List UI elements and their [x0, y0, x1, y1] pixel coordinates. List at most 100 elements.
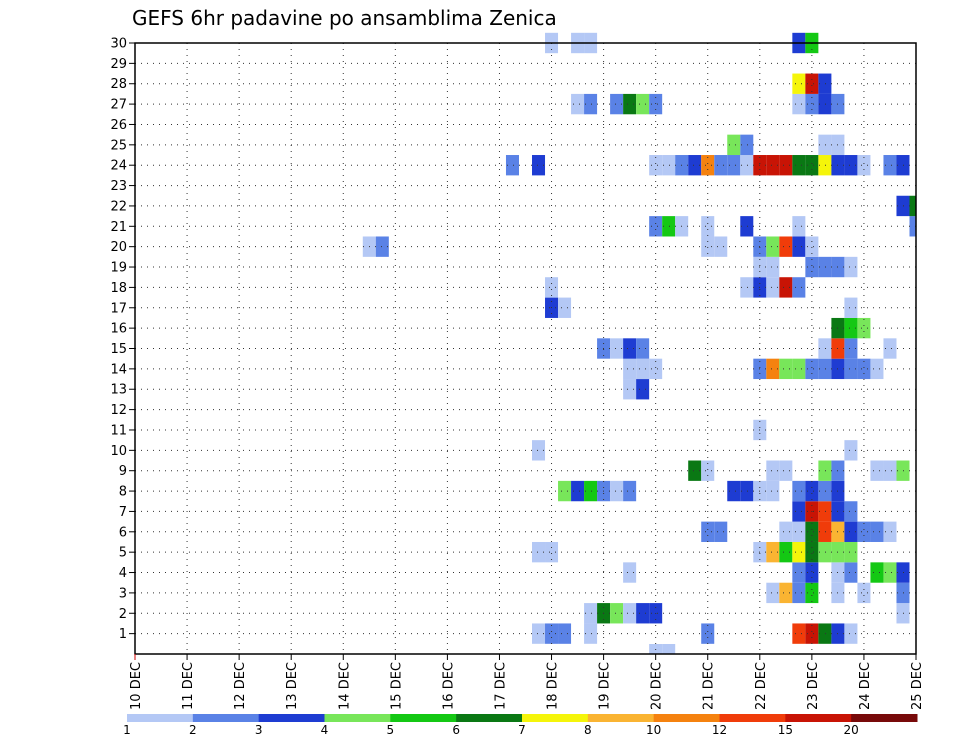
x-tick-label: 25 DEC — [910, 662, 925, 710]
y-tick-label: 1 — [119, 627, 127, 642]
x-tick-label: 18 DEC — [546, 662, 561, 710]
heatmap-cell — [688, 460, 702, 481]
y-tick-label: 16 — [110, 322, 127, 337]
y-tick-label: 14 — [110, 362, 127, 377]
heatmap-cell — [740, 480, 754, 502]
heatmap-cell — [818, 501, 832, 522]
colorbar-segment — [192, 714, 260, 722]
heatmap-cell — [532, 623, 546, 644]
heatmap-cell — [883, 562, 897, 583]
heatmap-cell — [844, 317, 858, 339]
heatmap-cell — [870, 562, 884, 583]
heatmap-cell — [818, 460, 832, 481]
colorbar-label: 5 — [387, 723, 395, 737]
heatmap-cell — [805, 582, 819, 604]
heatmap-cell — [883, 521, 897, 542]
y-tick-label: 29 — [110, 57, 127, 72]
y-tick-label: 2 — [119, 607, 127, 622]
heatmap-cell — [805, 480, 819, 502]
heatmap-cell — [779, 236, 793, 257]
y-tick-label: 18 — [110, 281, 127, 296]
heatmap-cell — [844, 358, 858, 380]
y-tick-label: 21 — [110, 220, 127, 235]
heatmap-cell — [701, 623, 715, 644]
heatmap-cell — [558, 623, 572, 644]
heatmap-cell — [805, 236, 819, 257]
heatmap-cell — [623, 379, 637, 400]
heatmap-cell — [545, 623, 559, 644]
x-tick-label: 15 DEC — [389, 662, 404, 710]
y-tick-label: 13 — [110, 383, 127, 398]
y-tick-label: 5 — [119, 546, 127, 561]
heatmap-cell — [532, 440, 546, 461]
heatmap-cell — [792, 582, 806, 604]
colorbar-label: 15 — [778, 723, 793, 737]
colorbar-label: 10 — [646, 723, 661, 737]
heatmap-cell — [727, 134, 741, 156]
heatmap-cell — [779, 358, 793, 380]
heatmap-cell — [779, 541, 793, 563]
heatmap-cell — [766, 155, 780, 176]
heatmap-cell — [662, 644, 676, 654]
heatmap-cell — [844, 440, 858, 461]
heatmap-cell — [844, 501, 858, 522]
heatmap-cell — [844, 297, 858, 318]
heatmap-cell — [844, 562, 858, 583]
y-tick-label: 17 — [110, 301, 127, 316]
heatmap-cell — [896, 562, 910, 583]
heatmap-cell — [792, 501, 806, 522]
heatmap-cell — [766, 582, 780, 604]
y-tick-label: 27 — [110, 98, 127, 113]
heatmap-cell — [870, 521, 884, 542]
colorbar-label: 20 — [844, 723, 859, 737]
heatmap-cell — [844, 541, 858, 563]
heatmap-cell — [584, 93, 598, 115]
heatmap-cell — [896, 155, 910, 176]
colorbar-segment — [719, 714, 786, 722]
heatmap-cell — [701, 521, 715, 542]
heatmap-cell — [636, 603, 650, 624]
heatmap-cell — [857, 358, 871, 380]
colorbar-segment — [324, 714, 391, 722]
x-tick-label: 20 DEC — [650, 662, 665, 710]
heatmap-cell — [636, 93, 650, 115]
colorbar-segment — [390, 714, 457, 722]
y-tick-label: 4 — [119, 566, 127, 581]
heatmap-cell — [766, 236, 780, 257]
colorbar-label: 7 — [518, 723, 526, 737]
heatmap-cell — [714, 521, 728, 542]
heatmap-cell — [870, 358, 884, 380]
y-tick-label: 23 — [110, 179, 127, 194]
heatmap-cell — [818, 521, 832, 542]
heatmap-cell — [505, 155, 519, 176]
y-tick-label: 22 — [110, 199, 127, 214]
heatmap-cell — [766, 480, 780, 502]
heatmap-cell — [896, 460, 910, 481]
heatmap-cell — [545, 541, 559, 563]
heatmap-cell — [857, 521, 871, 542]
heatmap-cell — [623, 562, 637, 583]
heatmap-cell — [792, 521, 806, 542]
colorbar-label: 4 — [321, 723, 329, 737]
colorbar-label: 6 — [452, 723, 460, 737]
y-tick-label: 3 — [119, 586, 127, 601]
colorbar-label: 1 — [123, 723, 131, 737]
heatmap-cell — [662, 155, 676, 176]
heatmap-cell — [805, 73, 819, 94]
heatmap-cell — [623, 358, 637, 380]
x-tick-label: 23 DEC — [806, 662, 821, 710]
heatmap-cell — [701, 236, 715, 257]
x-tick-label: 12 DEC — [233, 662, 248, 710]
heatmap-cell — [883, 338, 897, 359]
heatmap-cell — [740, 216, 754, 237]
heatmap-cell — [766, 358, 780, 380]
y-tick-label: 24 — [110, 159, 127, 174]
colorbar-segment — [456, 714, 523, 722]
heatmap-cell — [636, 358, 650, 380]
heatmap-cell — [636, 379, 650, 400]
x-tick-label: 22 DEC — [754, 662, 769, 710]
heatmap-cell — [896, 582, 910, 604]
heatmap-cell — [818, 134, 832, 156]
heatmap-cell — [805, 358, 819, 380]
x-tick-label: 10 DEC — [129, 662, 144, 710]
